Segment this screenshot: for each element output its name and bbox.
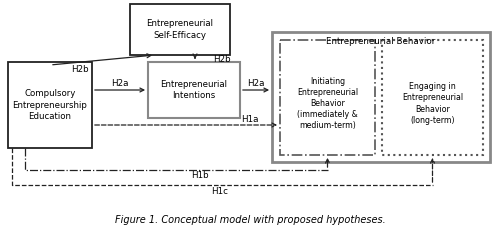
Text: Entrepreneurial
Intentions: Entrepreneurial Intentions <box>160 80 228 100</box>
Text: H2b: H2b <box>71 65 89 74</box>
Text: H2a: H2a <box>111 79 129 88</box>
Text: H1b: H1b <box>191 172 209 180</box>
Text: H1a: H1a <box>241 115 259 125</box>
Text: H2b: H2b <box>213 55 231 65</box>
Text: Entrepreneurial Behavior: Entrepreneurial Behavior <box>326 38 436 46</box>
Bar <box>272 32 490 162</box>
Bar <box>382 40 483 155</box>
Text: Figure 1. Conceptual model with proposed hypotheses.: Figure 1. Conceptual model with proposed… <box>114 215 386 225</box>
Text: Entrepreneurial
Self-Efficacy: Entrepreneurial Self-Efficacy <box>146 19 214 40</box>
Bar <box>280 40 375 155</box>
Text: H1c: H1c <box>212 188 228 196</box>
Bar <box>130 4 230 55</box>
Text: Compulsory
Entrepreneurship
Education: Compulsory Entrepreneurship Education <box>12 89 88 121</box>
Text: H2a: H2a <box>247 79 265 88</box>
Text: Initiating
Entrepreneurial
Behavior
(immediately &
medium-term): Initiating Entrepreneurial Behavior (imm… <box>297 77 358 130</box>
Text: Engaging in
Entrepreneurial
Behavior
(long-term): Engaging in Entrepreneurial Behavior (lo… <box>402 82 463 125</box>
Bar <box>148 62 240 118</box>
Bar <box>8 62 92 148</box>
